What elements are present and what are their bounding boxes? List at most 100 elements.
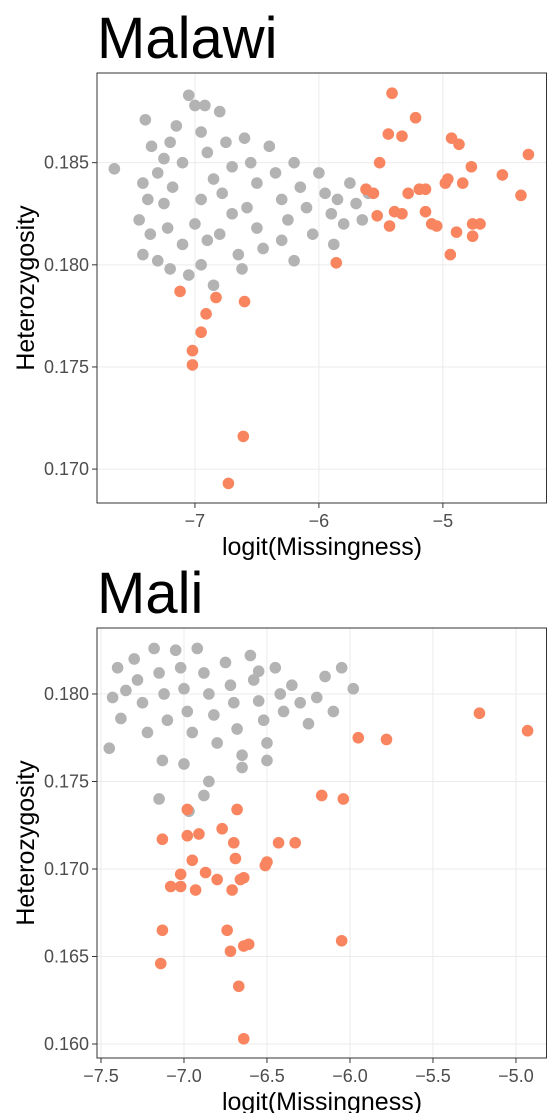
point [319, 670, 331, 683]
point [238, 295, 251, 308]
y-tick-label: 0.170 [44, 859, 89, 879]
point [178, 682, 190, 695]
point [456, 177, 469, 189]
point [158, 152, 170, 165]
y-axis-label: Heterozygosity [12, 205, 40, 371]
point [310, 691, 323, 704]
point [195, 126, 207, 138]
point [236, 749, 248, 762]
y-tick-label: 0.165 [44, 946, 89, 966]
point [288, 156, 300, 169]
point [186, 344, 199, 357]
point [474, 218, 486, 230]
point [222, 477, 235, 490]
point [251, 177, 263, 189]
point [137, 248, 149, 261]
point [496, 169, 509, 181]
chart-title: Malawi [97, 6, 278, 71]
point [371, 209, 383, 222]
point [189, 884, 202, 896]
point [115, 712, 127, 725]
point [151, 167, 164, 179]
point [227, 836, 240, 849]
point [181, 803, 194, 816]
point [347, 682, 360, 695]
point [473, 707, 486, 720]
point [522, 148, 535, 161]
point [226, 884, 238, 896]
point [367, 187, 380, 200]
point [232, 980, 245, 993]
point [103, 742, 116, 755]
point [274, 688, 287, 700]
point [386, 87, 398, 100]
point [269, 661, 282, 674]
point [191, 642, 204, 655]
point [306, 228, 319, 240]
point [232, 248, 245, 261]
point [275, 234, 288, 247]
point [111, 661, 124, 674]
point [244, 156, 257, 169]
point [263, 140, 276, 153]
point [224, 679, 237, 692]
point [335, 661, 348, 674]
point [189, 218, 201, 230]
point [251, 222, 263, 234]
point [156, 754, 169, 767]
point [148, 642, 160, 655]
point [252, 695, 265, 707]
point [137, 177, 149, 189]
point [409, 111, 422, 124]
point [419, 183, 432, 196]
point [181, 705, 194, 718]
point [193, 828, 205, 840]
point [176, 238, 189, 251]
point [219, 656, 232, 669]
point [199, 99, 211, 112]
point [383, 220, 396, 232]
point [198, 667, 210, 679]
point [373, 156, 386, 169]
point [224, 945, 237, 958]
point [327, 238, 340, 251]
point [158, 197, 170, 210]
point [164, 263, 176, 275]
point [396, 130, 408, 142]
point [247, 674, 260, 686]
point [356, 214, 369, 226]
point [174, 880, 187, 893]
point [275, 193, 288, 206]
point [352, 731, 365, 744]
point [453, 138, 465, 151]
y-tick-label: 0.170 [44, 459, 89, 479]
point [210, 291, 222, 304]
point [154, 957, 167, 970]
point [521, 724, 534, 737]
point [450, 226, 463, 238]
point [169, 644, 182, 657]
point [207, 279, 220, 292]
point [176, 156, 189, 169]
point [269, 167, 282, 179]
point [208, 709, 220, 721]
point [156, 833, 169, 846]
point [231, 803, 243, 816]
point [302, 717, 315, 730]
point [315, 789, 328, 802]
point [211, 737, 223, 749]
point [153, 793, 165, 805]
point [236, 263, 248, 275]
x-tick-label: −5.0 [498, 1066, 534, 1086]
y-tick-label: 0.185 [44, 153, 89, 173]
point [257, 714, 270, 727]
point [227, 696, 240, 709]
point [226, 160, 238, 173]
point [237, 1032, 250, 1045]
point [181, 829, 194, 842]
point [136, 696, 149, 709]
point [186, 726, 199, 739]
point [226, 207, 238, 220]
point [286, 679, 298, 692]
